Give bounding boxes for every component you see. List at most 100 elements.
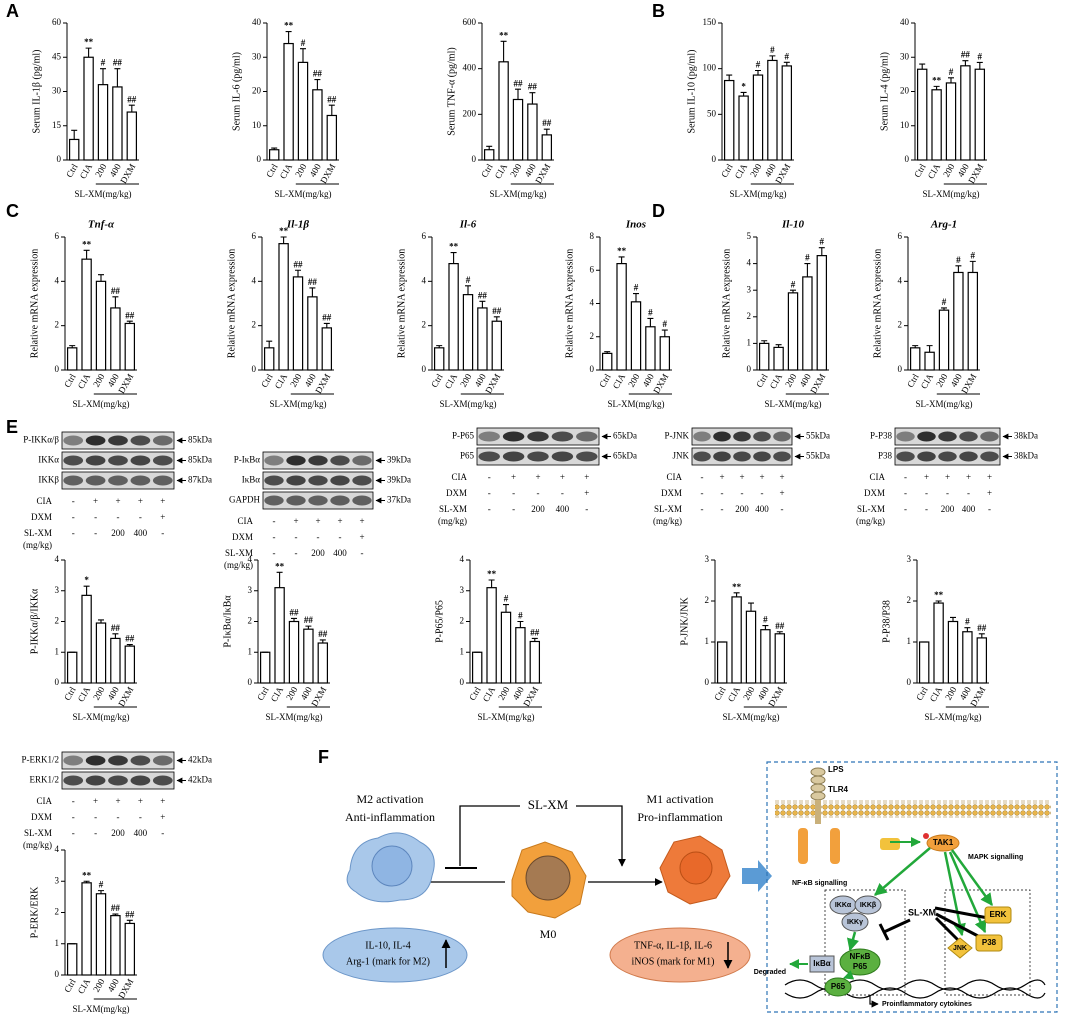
error-bar [818, 247, 825, 256]
condition-sign: - [488, 472, 491, 482]
significance-label: # [805, 253, 810, 263]
error-bar [83, 249, 90, 260]
blot-row-label: P38 [878, 451, 893, 461]
y-tick-label: 4 [590, 298, 595, 308]
condition-label: CIA [37, 496, 53, 506]
condition-unit: (mg/kg) [653, 516, 682, 526]
blot-row-label: IκBα [242, 475, 261, 485]
x-tick-label: DXM [483, 372, 502, 395]
x-tick-label: CIA [269, 685, 286, 704]
blot-row-label: P-P38 [870, 431, 893, 441]
bar [760, 629, 771, 684]
bar [124, 922, 136, 976]
bar [292, 276, 304, 371]
x-tick-label: Ctrl [712, 685, 728, 703]
y-tick-label: 15 [52, 120, 62, 130]
bar [95, 893, 107, 976]
translocation-arrow [843, 970, 855, 980]
y-tick-label: 0 [907, 677, 912, 687]
bar [491, 320, 503, 371]
y-axis-label: P-ERK/ERK [29, 886, 40, 938]
bar [731, 596, 742, 684]
condition-sign: + [138, 496, 143, 506]
condition-label: CIA [870, 472, 886, 482]
error-bar [776, 631, 783, 634]
x-tick-label: 200 [496, 685, 512, 702]
x-tick-label: CIA [273, 372, 290, 391]
blot-row-label: GAPDH [229, 495, 261, 505]
blot-band [753, 431, 771, 442]
condition-sign: - [161, 528, 164, 538]
condition-sign: - [701, 488, 704, 498]
blot-band [733, 431, 751, 442]
blot-band [896, 431, 915, 442]
y-tick-label: 0 [252, 364, 257, 374]
significance-label: # [663, 319, 668, 329]
mapk-label: P38 [982, 938, 997, 947]
m1-title: M1 activation [647, 792, 714, 806]
y-tick-label: 2 [747, 311, 752, 321]
condition-sign: - [117, 812, 120, 822]
bar [515, 627, 526, 684]
significance-label: ## [304, 615, 314, 625]
m2-nucleus [371, 845, 413, 887]
condition-sign: - [701, 504, 704, 514]
m2-marker-bubble [322, 927, 468, 983]
condition-sign: - [925, 488, 928, 498]
error-bar [500, 40, 507, 62]
bar [95, 622, 107, 684]
m1-nucleus [679, 851, 713, 885]
error-bar [486, 145, 493, 150]
y-tick-label: 4 [55, 554, 60, 564]
x-tick-label: DXM [318, 162, 337, 185]
y-tick-label: 3 [747, 284, 752, 294]
y-tick-label: 2 [55, 907, 60, 917]
blot-band [63, 775, 84, 786]
y-tick-label: 0 [905, 154, 910, 164]
condition-label: CIA [238, 516, 254, 526]
group-label: SL-XM(mg/kg) [75, 189, 132, 199]
blot-row-label: JNK [672, 451, 689, 461]
x-tick-label: Ctrl [467, 685, 483, 703]
y-tick-label: 2 [55, 320, 60, 330]
y-tick-label: 1 [907, 636, 912, 646]
y-tick-label: 30 [52, 86, 62, 96]
bar [288, 620, 300, 684]
group-label: SL-XM(mg/kg) [923, 189, 980, 199]
nfkb-label: NFκB [850, 952, 871, 961]
ikk-label: IKKβ [860, 902, 877, 909]
significance-label: # [978, 51, 983, 61]
y-tick-label: 6 [590, 264, 595, 274]
chart: 0123P-P38/P38Ctrl**CIA200#400##DXMSL-XM(… [881, 554, 989, 722]
error-bar [98, 890, 104, 894]
blot-band [980, 431, 999, 442]
significance-label: ## [530, 627, 540, 637]
blot-band [130, 475, 151, 486]
error-bar [295, 269, 301, 277]
condition-sign: - [488, 488, 491, 498]
bar [787, 292, 799, 371]
significance-label: # [99, 880, 104, 890]
condition-sign: - [967, 488, 970, 498]
error-bar [112, 296, 119, 308]
bar [263, 347, 275, 371]
y-tick-label: 2 [898, 320, 903, 330]
chart-title: Inos [625, 219, 646, 231]
y-axis-label: Relative mRNA expression [29, 249, 40, 358]
bar [953, 271, 964, 371]
condition-sign: - [925, 504, 928, 514]
y-tick-label: 2 [705, 595, 710, 605]
y-tick-label: 40 [900, 17, 910, 27]
error-bar [285, 31, 292, 44]
error-bar [604, 351, 611, 354]
condition-sign: - [904, 504, 907, 514]
activation-arrow [874, 847, 931, 896]
x-tick-label: Ctrl [64, 162, 80, 180]
drug-label: SL-XM [528, 797, 569, 812]
x-tick-label: CIA [926, 162, 943, 181]
error-bar [969, 260, 976, 273]
y-axis-label: Relative mRNA expression [396, 249, 407, 358]
group-label: SL-XM(mg/kg) [73, 399, 130, 409]
blot-band [308, 495, 328, 506]
condition-sign: 200 [111, 828, 125, 838]
